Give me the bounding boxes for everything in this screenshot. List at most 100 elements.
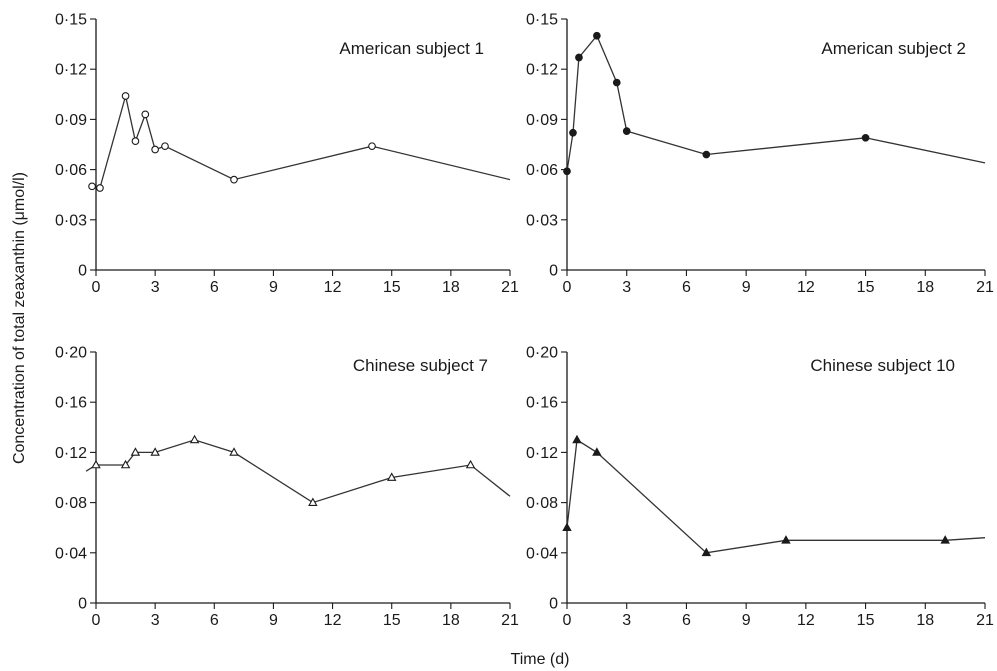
series-line [566,438,986,554]
data-point [130,447,141,456]
y-axis-title: Concentration of total zeaxanthin (μmol/… [11,172,28,464]
y-tick-label: 0·12 [526,445,558,462]
x-tick-label: 12 [324,612,342,629]
data-point [96,184,104,192]
x-tick-label: 9 [269,279,278,296]
x-tick-label: 18 [442,279,460,296]
data-point [141,110,150,119]
chart-panels: 0 0·03 0·06 0·09 0·12 0·15 0 3 6 9 12 15 18 21 America… [55,12,994,630]
x-axis-title: Time (d) [511,651,570,668]
data-point [575,53,583,62]
y-tick-label: 0·03 [526,212,558,229]
y-tick-label: 0·04 [55,545,87,562]
data-point [229,447,239,456]
panel-4: 0 0·04 0·08 0·12 0·16 0·20 0 3 6 9 12 15 18 21 Chinese… [526,345,994,630]
x-tick-label: 6 [682,279,691,296]
y-tick-label: 0·03 [55,212,87,229]
y-tick-label: 0·08 [55,495,87,512]
x-tick-label: 12 [324,279,342,296]
data-point [612,78,621,87]
x-tick-label: 6 [682,612,691,629]
y-tick-label: 0·12 [55,62,87,79]
x-tick-label: 0 [92,279,101,296]
panel-title: American subject 1 [339,39,484,58]
y-tick-label: 0·20 [526,345,558,362]
data-point [230,175,238,184]
panel-3: 0 0·04 0·08 0·12 0·16 0·20 0 3 6 9 12 15 18 21 Chinese… [55,345,519,630]
x-tick-label: 6 [210,612,219,629]
data-point [161,142,169,151]
x-tick-label: 9 [742,612,751,629]
y-tick-label: 0·09 [55,112,87,129]
data-point [88,182,96,191]
x-tick-label: 12 [797,279,815,296]
y-tick-label: 0·15 [55,12,87,29]
y-tick-label: 0·09 [526,112,558,129]
x-tick-label: 21 [501,612,519,629]
x-tick-label: 21 [976,279,994,296]
x-tick-label: 21 [976,612,994,629]
panel-2: 0 0·03 0·06 0·09 0·12 0·15 0 3 6 9 12 15 18 21 America… [526,12,994,297]
y-tick-label: 0·12 [55,445,87,462]
series-line [91,95,511,189]
panel-1: 0 0·03 0·06 0·09 0·12 0·15 0 3 6 9 12 15 18 21 America… [55,12,519,297]
panel-title: American subject 2 [821,39,966,58]
data-point [120,459,131,469]
x-tick-label: 9 [742,279,751,296]
data-point [622,127,631,135]
y-tick-label: 0·06 [526,162,558,179]
data-point [562,522,572,532]
x-tick-label: 15 [857,612,875,629]
y-tick-label: 0·20 [55,345,87,362]
x-tick-label: 21 [501,279,519,296]
panel-title: Chinese subject 10 [810,356,955,375]
data-point [121,92,130,100]
data-point [781,535,791,544]
y-tick-label: 0·06 [55,162,87,179]
data-point [189,434,200,444]
x-tick-label: 6 [210,279,219,296]
x-tick-label: 0 [92,612,101,629]
data-point [592,447,602,456]
data-point [702,150,711,159]
data-point [151,145,159,154]
data-point [593,31,601,40]
x-tick-label: 9 [269,612,278,629]
data-point [465,459,476,469]
y-tick-label: 0·04 [526,545,558,562]
data-point [91,459,101,469]
data-point [940,535,950,544]
x-tick-label: 15 [857,279,875,296]
y-tick-label: 0·15 [526,12,558,29]
x-tick-label: 18 [916,279,934,296]
series-line [85,439,511,504]
data-point [701,547,712,557]
x-tick-label: 3 [622,279,631,296]
x-tick-label: 0 [563,279,572,296]
y-tick-label: 0·12 [526,62,558,79]
x-tick-label: 3 [151,279,160,296]
y-tick-label: 0 [549,263,558,280]
y-tick-label: 0·08 [526,495,558,512]
x-tick-label: 15 [383,612,401,629]
y-tick-label: 0 [78,263,87,280]
data-point [368,142,376,151]
x-tick-label: 3 [151,612,160,629]
data-point [150,447,160,456]
x-tick-label: 18 [442,612,460,629]
data-point [572,434,582,444]
data-point [569,128,577,137]
panel-title: Chinese subject 7 [353,356,488,375]
x-tick-label: 0 [563,612,572,629]
x-tick-label: 18 [916,612,934,629]
data-point [563,167,571,176]
data-point [386,472,397,481]
data-point [131,137,140,146]
data-point [308,497,318,506]
x-tick-label: 3 [622,612,631,629]
data-point [861,133,870,142]
y-tick-label: 0·16 [55,395,87,412]
x-tick-label: 15 [383,279,401,296]
y-tick-label: 0 [78,596,87,613]
